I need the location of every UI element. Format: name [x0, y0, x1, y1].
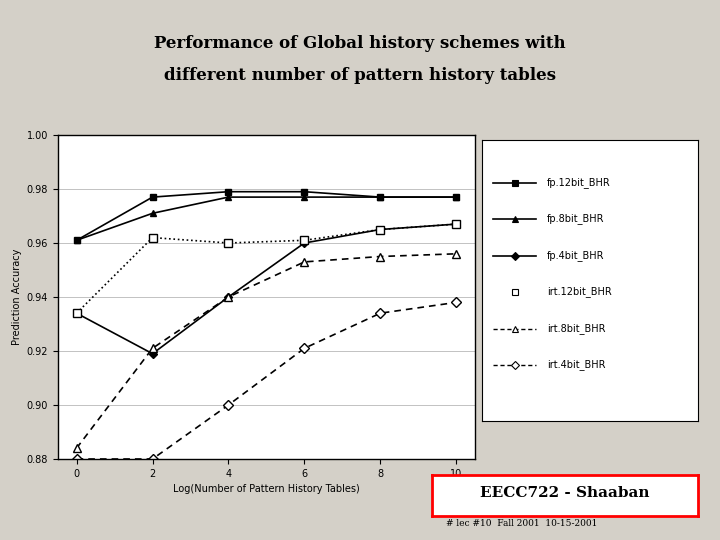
irt.8bit_BHR	[224, 294, 233, 300]
fp.8bit_BHR	[148, 210, 157, 217]
fp.4bit_BHR	[72, 310, 81, 316]
irt.4bit_BHR	[72, 456, 81, 462]
Text: fp.12bit_BHR: fp.12bit_BHR	[547, 177, 611, 188]
irt.8bit_BHR	[72, 445, 81, 451]
fp.4bit_BHR	[224, 294, 233, 300]
irt.4bit_BHR	[376, 310, 384, 316]
Y-axis label: Prediction Accuracy: Prediction Accuracy	[12, 249, 22, 345]
irt.12bit_BHR	[224, 240, 233, 246]
fp.4bit_BHR	[376, 226, 384, 233]
fp.12bit_BHR	[224, 188, 233, 195]
Text: fp.8bit_BHR: fp.8bit_BHR	[547, 214, 605, 225]
fp.12bit_BHR	[300, 188, 309, 195]
Text: different number of pattern history tables: different number of pattern history tabl…	[164, 67, 556, 84]
Text: irt.8bit_BHR: irt.8bit_BHR	[547, 323, 606, 334]
fp.12bit_BHR	[72, 237, 81, 244]
fp.8bit_BHR	[452, 194, 461, 200]
fp.8bit_BHR	[376, 194, 384, 200]
X-axis label: Log(Number of Pattern History Tables): Log(Number of Pattern History Tables)	[173, 484, 360, 494]
irt.12bit_BHR	[452, 221, 461, 227]
Line: fp.4bit_BHR: fp.4bit_BHR	[74, 221, 459, 356]
irt.8bit_BHR	[300, 259, 309, 265]
irt.4bit_BHR	[148, 456, 157, 462]
irt.8bit_BHR	[148, 345, 157, 352]
irt.4bit_BHR	[224, 402, 233, 408]
fp.8bit_BHR	[72, 237, 81, 244]
Text: EECC722 - Shaaban: EECC722 - Shaaban	[480, 487, 650, 501]
Line: fp.8bit_BHR: fp.8bit_BHR	[73, 194, 459, 244]
fp.12bit_BHR	[452, 194, 461, 200]
irt.8bit_BHR	[376, 253, 384, 260]
Line: irt.12bit_BHR: irt.12bit_BHR	[73, 220, 460, 318]
fp.12bit_BHR	[376, 194, 384, 200]
Text: # lec #10  Fall 2001  10-15-2001: # lec #10 Fall 2001 10-15-2001	[446, 519, 598, 528]
fp.12bit_BHR	[148, 194, 157, 200]
fp.4bit_BHR	[452, 221, 461, 227]
fp.4bit_BHR	[300, 240, 309, 246]
irt.4bit_BHR	[300, 345, 309, 352]
irt.12bit_BHR	[300, 237, 309, 244]
fp.8bit_BHR	[300, 194, 309, 200]
irt.12bit_BHR	[72, 310, 81, 316]
Line: fp.12bit_BHR: fp.12bit_BHR	[73, 188, 459, 244]
fp.8bit_BHR	[224, 194, 233, 200]
irt.4bit_BHR	[452, 299, 461, 306]
irt.8bit_BHR	[452, 251, 461, 257]
irt.12bit_BHR	[376, 226, 384, 233]
Text: irt.12bit_BHR: irt.12bit_BHR	[547, 287, 612, 298]
Text: fp.4bit_BHR: fp.4bit_BHR	[547, 250, 605, 261]
fp.4bit_BHR	[148, 350, 157, 357]
Text: Performance of Global history schemes with: Performance of Global history schemes wi…	[154, 35, 566, 52]
Line: irt.4bit_BHR: irt.4bit_BHR	[73, 299, 459, 462]
irt.12bit_BHR	[148, 234, 157, 241]
Line: irt.8bit_BHR: irt.8bit_BHR	[73, 249, 460, 453]
Text: irt.4bit_BHR: irt.4bit_BHR	[547, 360, 606, 370]
